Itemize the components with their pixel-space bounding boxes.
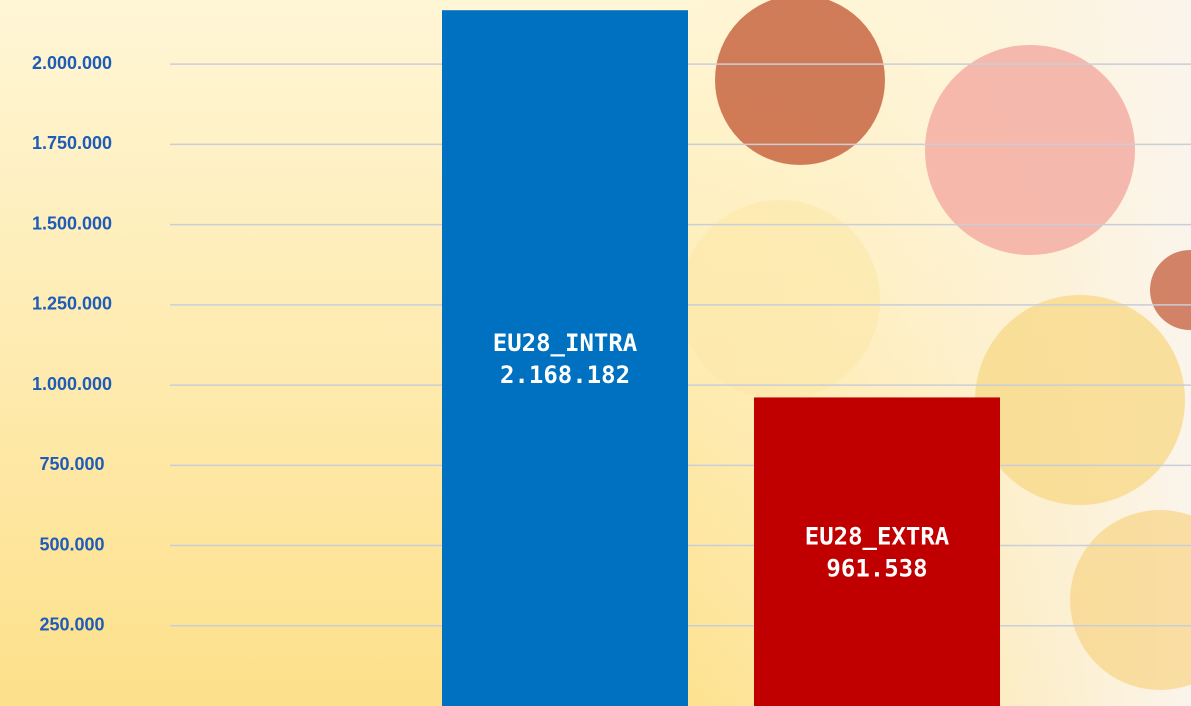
y-tick-label: 1.500.000	[32, 213, 112, 233]
y-tick-label: 2.000.000	[32, 53, 112, 73]
bar-value-label: 2.168.182	[500, 361, 630, 389]
chart: 250.000 500.000 750.000 1.000.000 1.250.000 1…	[0, 0, 1191, 706]
bar-category-label: EU28_INTRA	[493, 329, 638, 357]
y-tick-label: 250.000	[39, 615, 104, 635]
y-tick-label: 1.750.000	[32, 133, 112, 153]
y-tick-label: 1.250.000	[32, 294, 112, 314]
bar-category-label: EU28_EXTRA	[805, 523, 950, 551]
y-tick-label: 500.000	[39, 534, 104, 554]
bar	[442, 10, 688, 706]
y-tick-label: 1.000.000	[32, 374, 112, 394]
bar	[754, 397, 1000, 706]
y-tick-label: 750.000	[39, 454, 104, 474]
bar-value-label: 961.538	[826, 555, 927, 583]
